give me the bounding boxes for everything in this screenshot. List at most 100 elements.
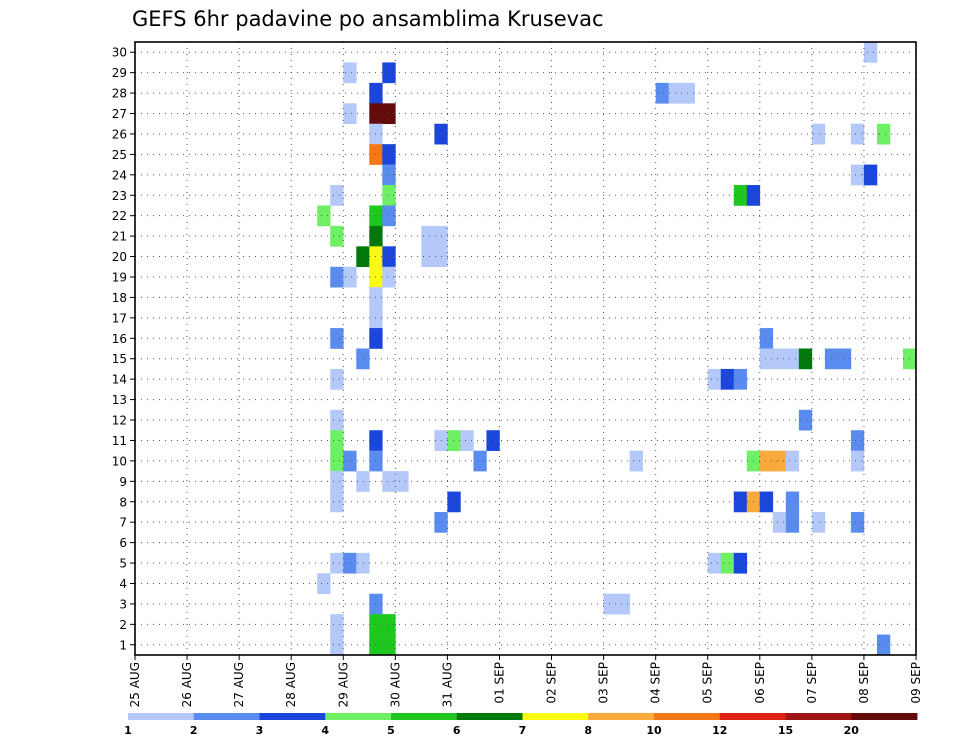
y-tick-label: 26 <box>112 127 127 141</box>
colorbar-label: 10 <box>646 724 662 737</box>
colorbar-label: 7 <box>519 724 527 737</box>
heatmap-cell <box>850 511 865 533</box>
y-tick-label: 27 <box>112 107 127 121</box>
colorbar-swatch <box>193 713 260 720</box>
heatmap-cell <box>330 552 344 574</box>
y-tick-label: 22 <box>112 209 127 223</box>
heatmap-cell <box>850 450 865 472</box>
heatmap-cell <box>447 491 461 513</box>
heatmap-cell <box>798 409 813 431</box>
heatmap-cell <box>330 430 344 451</box>
colorbar-label: 5 <box>387 724 395 737</box>
heatmap-cell <box>421 225 435 247</box>
y-tick-label: 18 <box>112 291 127 305</box>
y-tick-label: 7 <box>119 516 127 530</box>
colorbar-swatch <box>128 713 195 720</box>
y-tick-label: 8 <box>119 495 127 509</box>
y-tick-label: 17 <box>112 311 127 325</box>
heatmap-cell <box>330 491 344 513</box>
heatmap-cell <box>447 430 461 451</box>
heatmap-cell <box>330 328 344 349</box>
y-tick-label: 10 <box>112 454 127 468</box>
heatmap-cell <box>733 552 748 574</box>
colorbar-swatch <box>522 713 589 720</box>
y-tick-label: 9 <box>119 475 127 489</box>
heatmap-cell <box>330 409 344 431</box>
y-tick-label: 13 <box>112 393 127 407</box>
heatmap-cell <box>382 266 396 288</box>
y-tick-label: 2 <box>119 618 127 632</box>
heatmap-cell <box>863 42 878 63</box>
heatmap-cell <box>356 552 370 574</box>
heatmap-cell <box>850 430 865 451</box>
heatmap-cell <box>382 205 396 227</box>
heatmap-cell <box>785 511 800 533</box>
x-tick-label: 25 AUG <box>128 662 142 707</box>
x-axis-ticks: 25 AUG 26 AUG 27 AUG 28 AUG 29 AUG 30 AUG 31 A… <box>128 655 923 707</box>
y-tick-label: 23 <box>112 189 127 203</box>
x-tick-label: 29 AUG <box>336 662 350 707</box>
x-tick-label: 01 SEP <box>492 662 506 704</box>
x-tick-label: 28 AUG <box>284 662 298 707</box>
x-tick-label: 02 SEP <box>545 662 559 704</box>
heatmap-cell <box>655 82 669 104</box>
colorbar-label: 6 <box>453 724 461 737</box>
x-tick-label: 04 SEP <box>649 662 663 704</box>
heatmap-cell <box>330 471 344 492</box>
heatmap-cell <box>356 471 370 492</box>
x-tick-label: 30 AUG <box>388 662 402 707</box>
y-tick-label: 12 <box>112 414 127 428</box>
colorbar-label: 15 <box>778 724 793 737</box>
heatmap-cell <box>330 614 344 635</box>
heatmap-cell <box>382 144 396 165</box>
colorbar-swatch <box>259 713 326 720</box>
heatmap-cell <box>811 511 826 533</box>
y-tick-label: 19 <box>112 270 127 284</box>
chart-title: GEFS 6hr padavine po ansamblima Krusevac <box>132 7 604 31</box>
colorbar-swatch <box>391 713 458 720</box>
heatmap-cell <box>837 348 852 370</box>
colorbar-label: 8 <box>584 724 592 737</box>
heatmap-cell <box>733 368 748 390</box>
heatmap-cell <box>707 552 722 574</box>
y-tick-label: 1 <box>119 638 127 652</box>
colorbar-swatch <box>719 713 786 720</box>
heatmap-cell <box>343 62 357 84</box>
heatmap-cell <box>356 348 370 370</box>
heatmap-cell <box>486 430 500 451</box>
heatmap-cell <box>330 266 344 288</box>
x-tick-label: 08 SEP <box>857 662 871 704</box>
heatmap-cell <box>330 634 344 656</box>
y-tick-label: 25 <box>112 148 127 162</box>
colorbar-swatch <box>851 713 918 720</box>
heatmap-cell <box>421 246 435 268</box>
heatmap-cell <box>629 450 643 472</box>
y-axis-ticks: 1234567891011121314151617181920212223242… <box>112 46 135 652</box>
heatmap-cell <box>382 185 396 206</box>
heatmap-cell <box>681 82 696 104</box>
heatmap-cell <box>616 593 630 615</box>
heatmap-cell <box>863 164 878 186</box>
x-tick-label: 06 SEP <box>753 662 767 704</box>
heatmap-cell <box>759 348 774 370</box>
heatmap-cell <box>720 552 735 574</box>
heatmap-cell <box>382 614 396 635</box>
colorbar: 1 2 3 4 5 6 7 8 10 12 15 20 <box>124 713 918 737</box>
y-tick-label: 4 <box>119 577 127 591</box>
heatmap-cell <box>772 348 787 370</box>
heatmap-cell <box>876 634 891 656</box>
y-tick-label: 28 <box>112 87 127 101</box>
heatmap-cell <box>330 368 344 390</box>
y-tick-label: 3 <box>119 597 127 611</box>
colorbar-swatch <box>325 713 392 720</box>
heatmap-cell <box>785 450 800 472</box>
heatmap-cell <box>733 491 748 513</box>
heatmap-cell <box>330 185 344 206</box>
heatmap-cell <box>850 123 865 145</box>
colorbar-label: 4 <box>321 724 329 737</box>
heatmap-cell <box>772 450 787 472</box>
heatmap-cell <box>343 103 357 125</box>
y-tick-label: 14 <box>112 373 127 387</box>
heatmap-cell <box>382 471 396 492</box>
heatmap-cell <box>733 185 748 206</box>
